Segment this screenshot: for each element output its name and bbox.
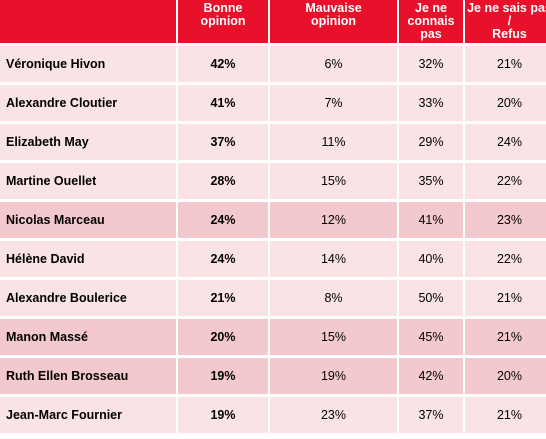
- bonne-opinion-cell: 37%: [178, 124, 268, 160]
- row-name-cell: Nicolas Marceau: [0, 202, 176, 238]
- header-mauvaise-opinion: Mauvaise opinion: [270, 0, 397, 43]
- mauvaise-opinion-cell: 12%: [270, 202, 397, 238]
- table-row: Alexandre Boulerice 21% 8% 50% 21%: [0, 280, 546, 316]
- table-row: Martine Ouellet 28% 15% 35% 22%: [0, 163, 546, 199]
- mauvaise-opinion-cell: 11%: [270, 124, 397, 160]
- bonne-opinion-cell: 20%: [178, 319, 268, 355]
- je-ne-sais-pas-cell: 22%: [465, 241, 546, 277]
- mauvaise-opinion-cell: 7%: [270, 85, 397, 121]
- mauvaise-opinion-cell: 15%: [270, 319, 397, 355]
- je-ne-sais-pas-cell: 20%: [465, 85, 546, 121]
- row-name-cell: Ruth Ellen Brosseau: [0, 358, 176, 394]
- mauvaise-opinion-cell: 6%: [270, 46, 397, 82]
- table-row: Elizabeth May 37% 11% 29% 24%: [0, 124, 546, 160]
- header-je-ne-sais-pas-refus: Je ne sais pas / Refus: [465, 0, 546, 43]
- header-row: Bonne opinion Mauvaise opinion Je ne con…: [0, 0, 546, 43]
- je-ne-sais-pas-cell: 21%: [465, 397, 546, 433]
- je-ne-sais-pas-cell: 23%: [465, 202, 546, 238]
- table-row: Véronique Hivon 42% 6% 32% 21%: [0, 46, 546, 82]
- row-name-cell: Manon Massé: [0, 319, 176, 355]
- je-ne-sais-pas-cell: 22%: [465, 163, 546, 199]
- je-ne-sais-pas-cell: 21%: [465, 46, 546, 82]
- je-ne-connais-pas-cell: 42%: [399, 358, 463, 394]
- mauvaise-opinion-cell: 15%: [270, 163, 397, 199]
- row-name-cell: Martine Ouellet: [0, 163, 176, 199]
- row-name-cell: Véronique Hivon: [0, 46, 176, 82]
- row-name-cell: Elizabeth May: [0, 124, 176, 160]
- je-ne-connais-pas-cell: 32%: [399, 46, 463, 82]
- row-name-cell: Jean-Marc Fournier: [0, 397, 176, 433]
- bonne-opinion-cell: 41%: [178, 85, 268, 121]
- header-name: [0, 0, 176, 43]
- je-ne-connais-pas-cell: 45%: [399, 319, 463, 355]
- header-je-ne-connais-pas: Je ne connais pas: [399, 0, 463, 43]
- table-row: Manon Massé 20% 15% 45% 21%: [0, 319, 546, 355]
- je-ne-connais-pas-cell: 37%: [399, 397, 463, 433]
- je-ne-connais-pas-cell: 41%: [399, 202, 463, 238]
- table-row: Jean-Marc Fournier 19% 23% 37% 21%: [0, 397, 546, 433]
- header-bonne-opinion: Bonne opinion: [178, 0, 268, 43]
- je-ne-connais-pas-cell: 50%: [399, 280, 463, 316]
- bonne-opinion-cell: 24%: [178, 241, 268, 277]
- mauvaise-opinion-cell: 23%: [270, 397, 397, 433]
- table-row: Ruth Ellen Brosseau 19% 19% 42% 20%: [0, 358, 546, 394]
- mauvaise-opinion-cell: 8%: [270, 280, 397, 316]
- je-ne-sais-pas-cell: 21%: [465, 280, 546, 316]
- je-ne-sais-pas-cell: 24%: [465, 124, 546, 160]
- row-name-cell: Alexandre Cloutier: [0, 85, 176, 121]
- bonne-opinion-cell: 28%: [178, 163, 268, 199]
- mauvaise-opinion-cell: 19%: [270, 358, 397, 394]
- je-ne-connais-pas-cell: 33%: [399, 85, 463, 121]
- bonne-opinion-cell: 19%: [178, 397, 268, 433]
- row-name-cell: Hélène David: [0, 241, 176, 277]
- je-ne-connais-pas-cell: 35%: [399, 163, 463, 199]
- table-body: Véronique Hivon 42% 6% 32% 21% Alexandre Clou…: [0, 46, 546, 433]
- je-ne-connais-pas-cell: 40%: [399, 241, 463, 277]
- bonne-opinion-cell: 19%: [178, 358, 268, 394]
- table-row: Nicolas Marceau 24% 12% 41% 23%: [0, 202, 546, 238]
- table-row: Hélène David 24% 14% 40% 22%: [0, 241, 546, 277]
- bonne-opinion-cell: 21%: [178, 280, 268, 316]
- mauvaise-opinion-cell: 14%: [270, 241, 397, 277]
- bonne-opinion-cell: 42%: [178, 46, 268, 82]
- bonne-opinion-cell: 24%: [178, 202, 268, 238]
- row-name-cell: Alexandre Boulerice: [0, 280, 176, 316]
- je-ne-sais-pas-cell: 20%: [465, 358, 546, 394]
- je-ne-sais-pas-cell: 21%: [465, 319, 546, 355]
- table-row: Alexandre Cloutier 41% 7% 33% 20%: [0, 85, 546, 121]
- je-ne-connais-pas-cell: 29%: [399, 124, 463, 160]
